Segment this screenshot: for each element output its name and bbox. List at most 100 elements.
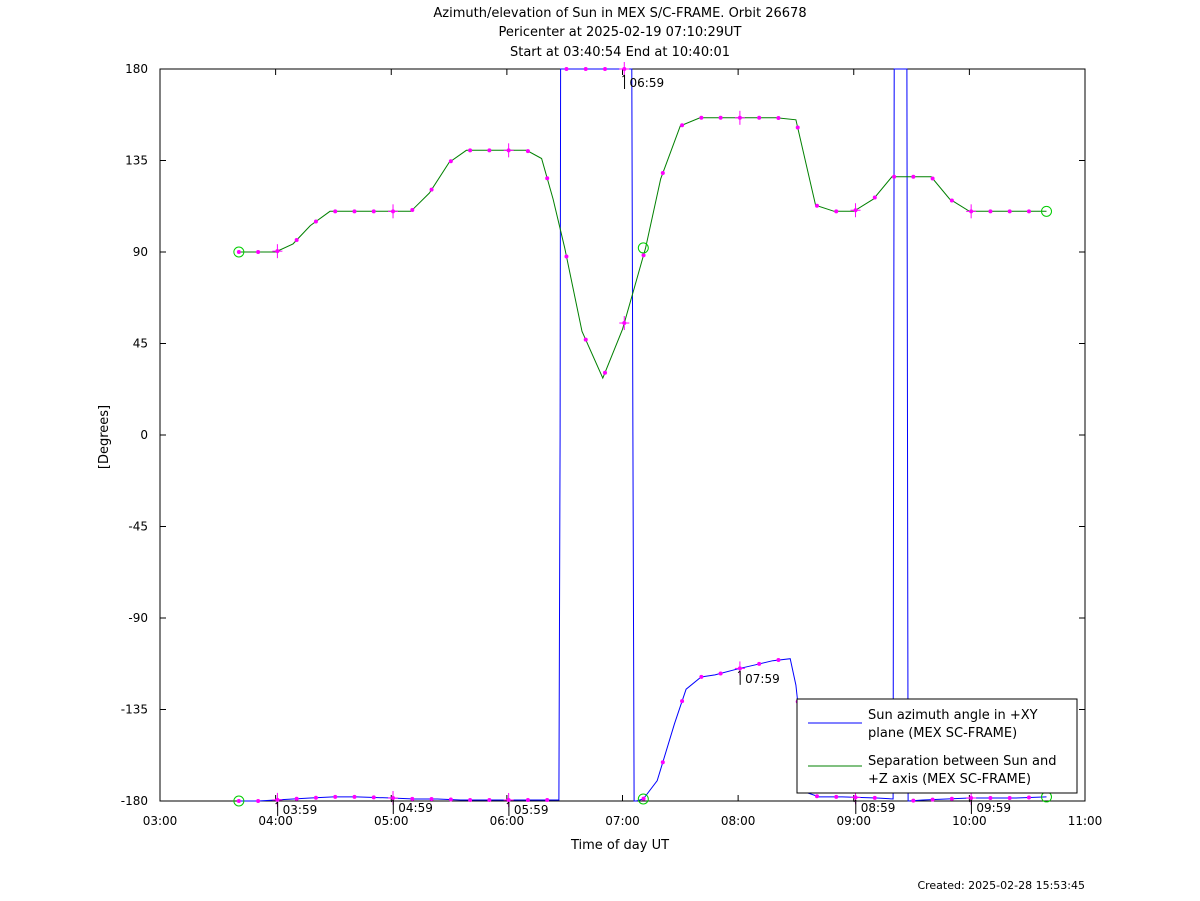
sample-marker [911, 174, 916, 179]
sample-marker [583, 337, 588, 342]
y-tick-label: -180 [121, 794, 148, 808]
end-marker [1040, 205, 1052, 217]
sample-marker [564, 67, 569, 71]
sample-marker [448, 159, 453, 164]
axis-ticks [159, 68, 1086, 802]
plot-area-frame [159, 68, 1086, 802]
sample-marker [333, 794, 338, 799]
sample-marker [872, 795, 877, 800]
series-layer [238, 68, 1047, 802]
sample-marker [487, 797, 492, 802]
sample-marker [468, 797, 473, 802]
y-tick-label: -135 [121, 703, 148, 717]
sample-marker [930, 797, 935, 802]
time-annotation: 08:59 [861, 801, 896, 815]
series-line-separation [238, 117, 1047, 380]
sample-marker [641, 796, 646, 801]
markers-layer [233, 62, 1052, 807]
annotation-tick [622, 74, 625, 78]
sample-marker [564, 254, 569, 259]
time-annotation: 07:59 [745, 672, 780, 686]
sample-marker [525, 149, 530, 154]
sample-marker [410, 796, 415, 801]
start-marker [233, 246, 245, 258]
annotation-tick [853, 799, 857, 803]
sample-marker [660, 760, 665, 765]
y-tick-label: 0 [140, 428, 148, 442]
x-tick-label: 07:00 [605, 814, 640, 828]
pericenter-marker [637, 793, 649, 805]
time-annotation: 04:59 [398, 801, 433, 815]
sample-marker [660, 170, 665, 175]
sample-marker [352, 794, 357, 799]
annotations-layer: 06:59 03:59 04:59 05:59 07:59 08:59 09:59 [275, 74, 1011, 817]
x-tick-label: 06:00 [490, 814, 525, 828]
sample-marker [892, 174, 897, 179]
x-tick-label: 03:00 [143, 814, 178, 828]
sample-marker [776, 116, 781, 121]
sample-marker [410, 207, 415, 212]
sample-marker [988, 209, 993, 214]
sample-marker [352, 209, 357, 214]
x-axis-label: Time of day UT [570, 838, 669, 853]
sample-marker [699, 674, 704, 679]
sample-marker [680, 699, 685, 704]
sample-marker [583, 67, 588, 71]
sample-marker [930, 176, 935, 181]
sample-marker [294, 237, 299, 242]
chart-title-line-1: Azimuth/elevation of Sun in MEX S/C-FRAM… [433, 6, 806, 21]
annotation-tick [275, 801, 279, 805]
sample-marker [236, 799, 241, 803]
y-tick-labels: 180 135 90 45 0 -45 -90 -135 -180 [121, 62, 148, 808]
sample-marker [834, 794, 839, 799]
y-tick-label: 45 [133, 337, 148, 351]
sample-marker [313, 219, 318, 224]
sample-marker [545, 797, 550, 802]
legend-label-separation: Separation between Sun and +Z axis (MEX … [868, 754, 1061, 787]
sample-marker [795, 125, 800, 130]
x-tick-label: 04:00 [258, 814, 293, 828]
sample-marker [680, 123, 685, 128]
y-axis-label: [Degrees] [97, 405, 112, 469]
y-tick-label: 180 [125, 62, 148, 76]
sample-marker [603, 370, 608, 375]
sample-marker [641, 253, 646, 258]
sample-marker [872, 195, 877, 200]
sample-marker [256, 250, 261, 254]
annotation-tick [737, 670, 741, 674]
sample-marker [333, 209, 338, 214]
created-timestamp: Created: 2025-02-28 15:53:45 [917, 879, 1085, 892]
sample-marker [776, 658, 781, 663]
y-tick-label: -45 [128, 520, 148, 534]
x-tick-labels: 03:00 04:00 05:00 06:00 07:00 08:00 09:00 10:00… [143, 814, 1103, 828]
time-annotation: 06:59 [630, 76, 665, 90]
sample-marker [718, 115, 723, 120]
sample-marker [1007, 209, 1012, 214]
sample-marker [468, 148, 473, 153]
sample-marker [448, 797, 453, 802]
time-annotation: 05:59 [514, 803, 549, 817]
sample-marker [545, 176, 550, 181]
sample-marker [429, 187, 434, 192]
sample-marker [313, 795, 318, 800]
chart-title-line-2: Pericenter at 2025-02-19 07:10:29UT [498, 25, 741, 40]
sample-marker [371, 795, 376, 800]
sample-marker [699, 115, 704, 120]
sample-marker [1026, 795, 1031, 800]
sample-marker [814, 794, 819, 799]
sample-marker [988, 795, 993, 800]
pericenter-marker [637, 242, 649, 254]
sample-marker [814, 203, 819, 208]
y-tick-label: 90 [133, 245, 148, 259]
annotation-tick [969, 799, 972, 803]
annotation-tick [506, 801, 510, 805]
x-tick-label: 11:00 [1068, 814, 1103, 828]
x-tick-label: 08:00 [721, 814, 756, 828]
y-tick-label: 135 [125, 154, 148, 168]
sample-marker [371, 209, 376, 214]
sample-marker [757, 661, 762, 666]
series-line-azimuth [238, 68, 1047, 802]
sample-marker [757, 115, 762, 120]
sample-marker [603, 67, 608, 71]
